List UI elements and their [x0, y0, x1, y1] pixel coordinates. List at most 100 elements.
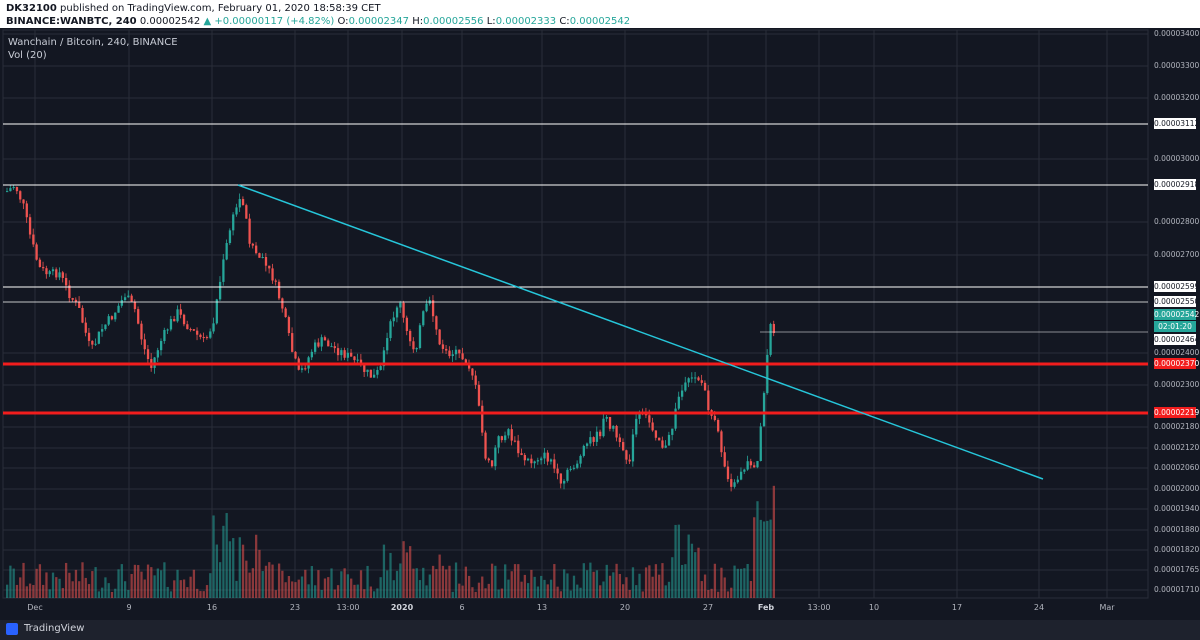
- candle-body: [431, 300, 435, 317]
- candles[interactable]: [6, 184, 775, 492]
- candle-body: [255, 245, 258, 254]
- candle-body: [402, 302, 405, 318]
- candle-body: [667, 434, 671, 446]
- candle-body: [196, 330, 199, 335]
- volume-bar: [484, 588, 487, 598]
- volume-bar: [140, 571, 143, 598]
- volume-bar: [409, 546, 412, 598]
- candle-body: [84, 322, 87, 333]
- volume-bar: [294, 582, 297, 598]
- candle-body: [25, 203, 28, 218]
- candle-body: [409, 330, 412, 342]
- candle-body: [500, 436, 504, 441]
- volume-bar: [464, 566, 467, 598]
- volume-bar: [218, 562, 222, 598]
- candle-body: [140, 323, 143, 340]
- volume-bar: [431, 565, 435, 598]
- horizontal-levels[interactable]: [3, 123, 1148, 415]
- volume-bar: [192, 569, 196, 598]
- volume-bar: [510, 571, 513, 598]
- volume-bar: [153, 575, 156, 598]
- candle-body: [739, 471, 743, 480]
- candle-body: [713, 415, 717, 420]
- candle-body: [661, 440, 664, 448]
- candle-body: [19, 191, 22, 200]
- candle-body: [648, 415, 651, 423]
- candle-body: [189, 329, 192, 331]
- author-name[interactable]: DK32100: [6, 3, 57, 14]
- candle-body: [38, 259, 42, 268]
- publish-line: DK32100 published on TradingView.com, Fe…: [6, 2, 381, 15]
- open-value: 0.00002347: [348, 16, 410, 27]
- last-price-label: 0.00002542: [1154, 309, 1200, 320]
- volume-bar: [68, 572, 71, 598]
- legend-volume[interactable]: Vol (20): [8, 50, 47, 61]
- candle-body: [553, 459, 556, 469]
- volume-bar: [579, 587, 582, 598]
- volume-bar: [713, 563, 717, 598]
- symbol-name[interactable]: BINANCE:WANBTC, 240: [6, 16, 137, 27]
- volume-bar: [353, 584, 356, 598]
- candle-body: [618, 437, 621, 443]
- candle-body: [726, 466, 730, 480]
- volume-bar: [133, 564, 137, 598]
- volume-bar: [572, 575, 576, 598]
- candle-body: [490, 460, 494, 467]
- time-tick: 27: [702, 603, 714, 612]
- candle-body: [484, 432, 487, 459]
- candle-body: [582, 445, 585, 456]
- candle-body: [549, 459, 553, 462]
- volume-bar: [248, 572, 251, 598]
- price-tick: 0.00002400: [1154, 348, 1200, 357]
- volume-bar: [454, 562, 458, 598]
- volume-bar: [386, 570, 389, 598]
- candle-body: [658, 437, 661, 441]
- volume-bar: [405, 552, 409, 598]
- volume-bar: [51, 572, 55, 598]
- price-tick: 0.00002060: [1154, 463, 1200, 472]
- candle-body: [497, 436, 500, 448]
- candle-body: [651, 422, 654, 431]
- candle-body: [258, 253, 261, 258]
- volume-bar: [382, 544, 386, 598]
- close-label: C:: [559, 16, 570, 27]
- tradingview-logo-icon[interactable]: [6, 623, 18, 635]
- volume-bar: [517, 564, 520, 598]
- volume-bar: [317, 570, 320, 598]
- volume-bar: [723, 577, 726, 598]
- volume-bar: [526, 583, 530, 598]
- candle-body: [386, 338, 389, 351]
- volume-bar: [94, 567, 97, 598]
- legend-title[interactable]: Wanchain / Bitcoin, 240, BINANCE: [8, 37, 178, 48]
- candle-body: [415, 348, 418, 350]
- candle-body: [55, 269, 58, 278]
- volume-bar: [726, 591, 730, 598]
- volume-bar: [395, 570, 399, 598]
- time-tick: Feb: [757, 603, 775, 612]
- price-tick: 0.00003000: [1154, 154, 1200, 163]
- price-chart[interactable]: [0, 28, 1200, 620]
- high-label: H:: [412, 16, 424, 27]
- volume-bar: [291, 581, 294, 598]
- trend-line[interactable]: [237, 184, 1044, 480]
- volume-bar: [71, 581, 74, 598]
- candle-body: [51, 269, 55, 272]
- candle-body: [631, 434, 635, 462]
- candle-body: [504, 435, 507, 441]
- volume-bar: [563, 569, 566, 598]
- time-tick: 6: [459, 603, 465, 612]
- volume-bar: [661, 563, 664, 598]
- candle-body: [173, 319, 176, 322]
- candle-body: [64, 277, 68, 286]
- time-tick: Mar: [1099, 603, 1115, 612]
- brand-name[interactable]: TradingView: [24, 623, 85, 634]
- candle-body: [615, 425, 618, 438]
- volume-bar: [104, 577, 107, 598]
- volume-bar: [235, 580, 238, 598]
- candle-body: [566, 469, 569, 481]
- volume-bar: [297, 579, 300, 598]
- candle-body: [461, 353, 464, 360]
- high-value: 0.00002556: [423, 16, 484, 27]
- candle-body: [353, 356, 356, 361]
- candle-body: [320, 337, 323, 347]
